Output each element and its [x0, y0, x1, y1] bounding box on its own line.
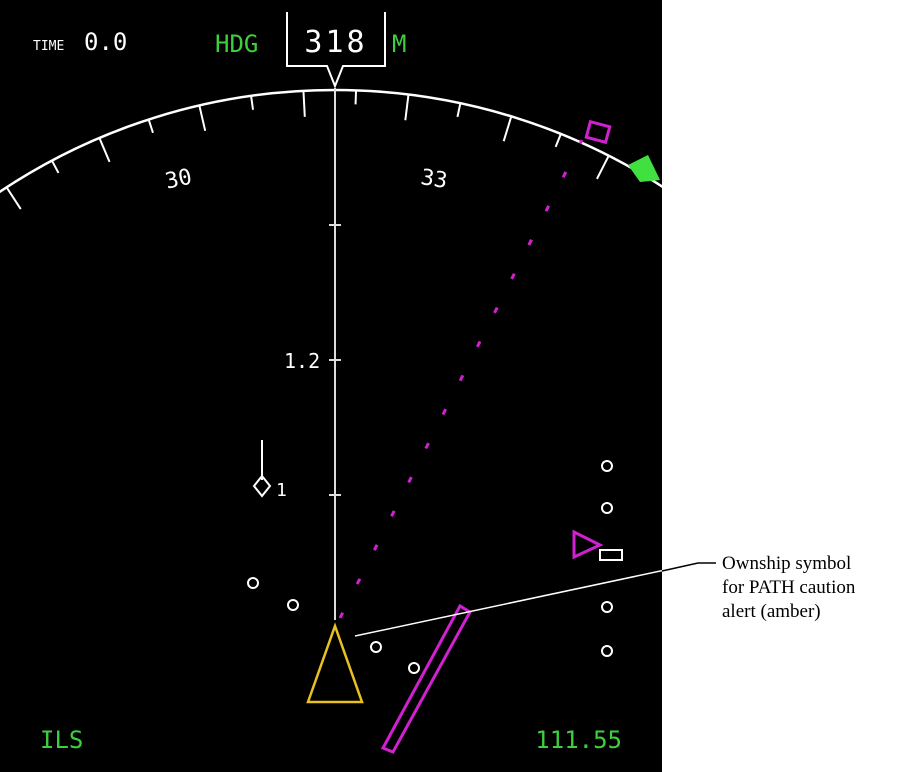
heading-box — [286, 12, 386, 89]
ownship-symbol — [306, 622, 364, 704]
nav-mode: ILS — [40, 726, 83, 754]
heading-label: HDG — [215, 30, 258, 58]
traffic-label: 1 — [276, 480, 287, 501]
heading-value: 318 — [304, 25, 367, 60]
waypoint — [584, 119, 612, 145]
traffic-symbol — [252, 440, 272, 498]
flight-path — [338, 139, 584, 619]
range-label: 1.2 — [284, 349, 320, 373]
callout-line — [661, 562, 716, 572]
arc-tick — [198, 105, 207, 132]
arc-tick — [51, 160, 60, 174]
arc-tick — [302, 90, 306, 117]
compass-label: 30 — [163, 165, 194, 195]
annotation-line: for PATH caution — [722, 577, 856, 598]
arc-tick — [554, 133, 562, 148]
frequency: 111.55 — [535, 726, 622, 754]
arc-tick — [250, 95, 255, 110]
heading-ref: M — [392, 30, 406, 58]
glideslope-pointer — [572, 529, 604, 560]
arc-tick — [404, 94, 410, 121]
arc-tick — [502, 116, 513, 142]
compass-label: 33 — [419, 165, 449, 194]
arc-tick — [456, 102, 462, 118]
flag — [628, 155, 660, 182]
annotation-line: alert (amber) — [722, 601, 821, 622]
time-label: TIME — [33, 39, 64, 54]
display-background — [0, 0, 662, 772]
arc-tick — [596, 155, 610, 180]
annotation-line: Ownship symbol — [722, 553, 851, 574]
scale-dots — [247, 460, 613, 674]
arc-tick — [5, 186, 22, 210]
glideslope-ref — [599, 549, 623, 561]
arc-tick — [147, 119, 154, 134]
arc-tick — [98, 137, 111, 163]
time-value: 0.0 — [84, 28, 127, 56]
